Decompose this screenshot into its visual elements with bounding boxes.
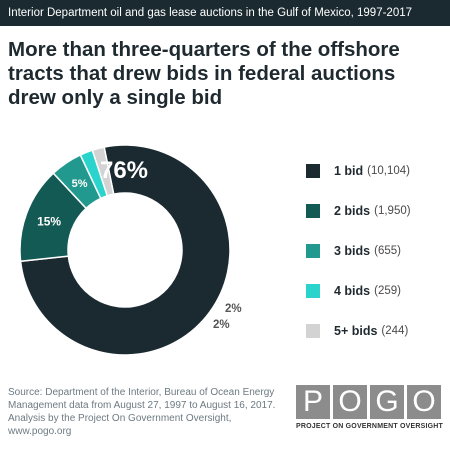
logo-tagline: PROJECT ON GOVERNMENT OVERSIGHT xyxy=(296,423,443,430)
donut-slice-5-plus-bids xyxy=(91,146,115,197)
legend-label: 5+ bids xyxy=(334,324,378,338)
logo-letter: G xyxy=(370,385,404,419)
legend-count: (259) xyxy=(374,285,401,297)
legend-item-4-bids: 4 bids (259) xyxy=(306,281,401,301)
legend-label: 1 bid xyxy=(334,164,364,178)
logo-letter: P xyxy=(296,385,330,419)
legend-swatch xyxy=(306,164,320,178)
data-label-5-plus-bids: 2% xyxy=(213,319,230,331)
chart-headline: More than three-quarters of the offshore… xyxy=(8,38,400,109)
legend-item-3-bids: 3 bids (655) xyxy=(306,241,401,261)
legend-count: (244) xyxy=(381,325,409,337)
legend-item-1-bid: 1 bid (10,104) xyxy=(306,161,410,181)
chart-banner: Interior Department oil and gas lease au… xyxy=(0,0,450,26)
legend-label: 3 bids xyxy=(334,244,371,258)
legend-count: (1,950) xyxy=(374,205,411,217)
data-label-4-bids: 2% xyxy=(225,303,242,315)
pogo-logo: P O G O PROJECT ON GOVERNMENT OVERSIGHT xyxy=(296,385,444,443)
logo-letter: O xyxy=(333,385,367,419)
legend-swatch xyxy=(306,204,320,218)
legend-count: (10,104) xyxy=(367,165,411,177)
legend-swatch xyxy=(306,324,320,338)
legend-swatch xyxy=(306,244,320,258)
donut-chart: 76% 15% 5% 2% 2% xyxy=(19,144,242,356)
legend-item-5-plus-bids: 5+ bids (244) xyxy=(306,321,408,341)
data-label-1-bid: 76% xyxy=(100,157,148,184)
logo-letters: P O G O xyxy=(296,385,444,419)
legend-label: 4 bids xyxy=(334,284,371,298)
legend-swatch xyxy=(306,284,320,298)
donut-slice-1-bid xyxy=(19,144,231,356)
data-label-2-bids: 15% xyxy=(37,215,61,229)
legend-label: 2 bids xyxy=(334,204,371,218)
logo-letter: O xyxy=(407,385,441,419)
data-label-3-bids: 5% xyxy=(72,178,88,190)
legend-item-2-bids: 2 bids (1,950) xyxy=(306,201,411,221)
legend-count: (655) xyxy=(374,245,401,257)
source-note: Source: Department of the Interior, Bure… xyxy=(8,387,276,437)
